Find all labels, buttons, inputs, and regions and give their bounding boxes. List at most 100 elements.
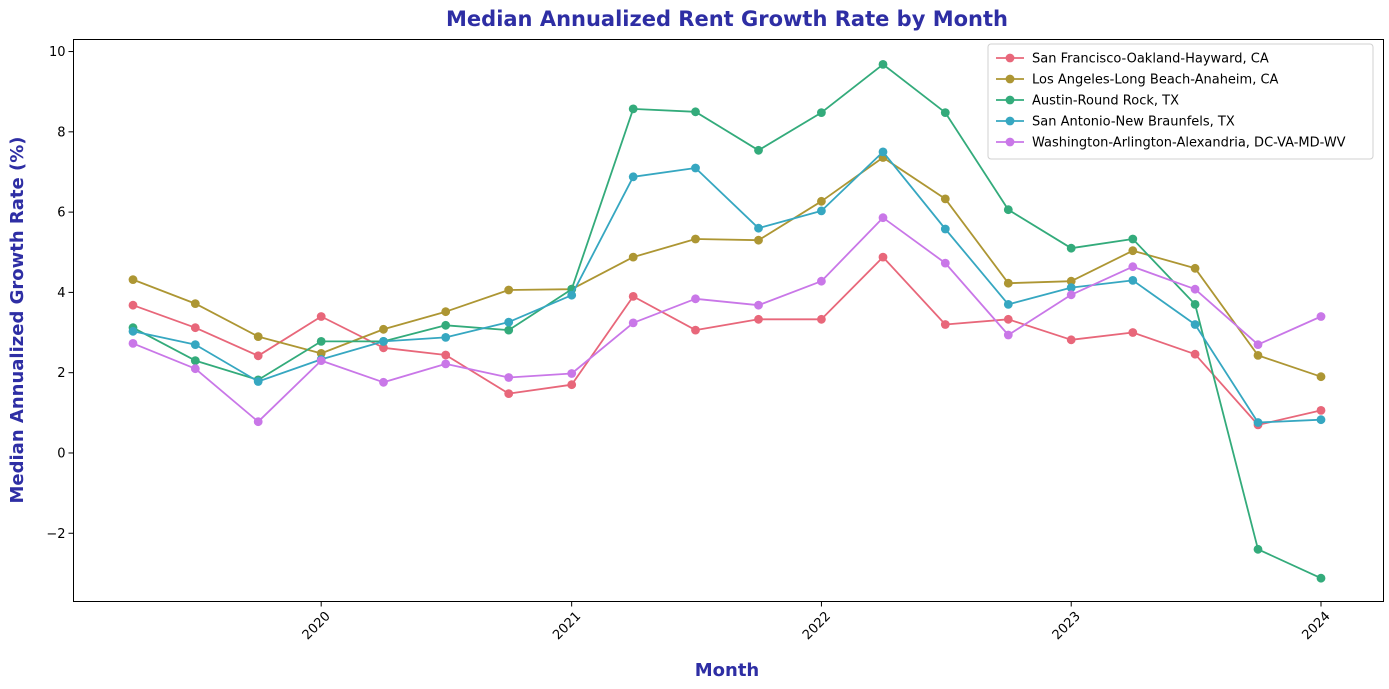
series-line bbox=[132, 150, 1322, 424]
data-point bbox=[691, 234, 700, 244]
data-point bbox=[878, 60, 888, 69]
data-point bbox=[878, 213, 888, 223]
data-point bbox=[940, 258, 950, 268]
data-point bbox=[128, 326, 138, 336]
data-point bbox=[504, 373, 514, 382]
data-point bbox=[1316, 312, 1326, 321]
data-point bbox=[316, 312, 326, 321]
x-tick-label: 2022 bbox=[800, 609, 834, 643]
x-tick-label: 2020 bbox=[300, 609, 334, 643]
data-point bbox=[878, 252, 888, 262]
data-point bbox=[441, 359, 451, 369]
data-point bbox=[1066, 290, 1076, 300]
data-point bbox=[441, 333, 451, 342]
series-1 bbox=[128, 252, 1326, 430]
data-point bbox=[691, 163, 700, 173]
legend-item: Los Angeles-Long Beach-Anaheim, CA bbox=[996, 73, 1279, 88]
data-point bbox=[628, 172, 638, 182]
data-point bbox=[253, 351, 263, 361]
data-point bbox=[190, 340, 200, 349]
data-point bbox=[316, 356, 326, 365]
y-axis: −2 0 2 4 6 8 10 bbox=[46, 45, 74, 542]
data-point bbox=[379, 337, 388, 346]
data-point bbox=[1003, 205, 1013, 215]
plot-area bbox=[73, 39, 1384, 602]
data-point bbox=[504, 389, 514, 398]
y-tick-label: 10 bbox=[49, 45, 66, 60]
data-point bbox=[691, 107, 700, 117]
data-point bbox=[754, 235, 763, 245]
data-point bbox=[1128, 328, 1138, 337]
x-tick-label: 2021 bbox=[550, 609, 584, 643]
data-point bbox=[379, 324, 388, 334]
series-4 bbox=[128, 147, 1326, 427]
data-point bbox=[1128, 234, 1138, 244]
data-point bbox=[128, 339, 138, 348]
legend-marker bbox=[1005, 137, 1015, 147]
data-point bbox=[817, 206, 826, 216]
data-point bbox=[1190, 320, 1200, 329]
data-point bbox=[691, 294, 700, 304]
data-point bbox=[190, 364, 200, 374]
data-point bbox=[754, 145, 763, 155]
data-point bbox=[1316, 415, 1326, 425]
legend: San Francisco-Oakland-Hayward, CA Los Ang… bbox=[987, 43, 1374, 160]
y-axis-label: Median Annualized Growth Rate (%) bbox=[7, 136, 28, 503]
series-line bbox=[132, 256, 1322, 426]
data-point bbox=[379, 377, 388, 387]
data-point bbox=[628, 104, 638, 114]
legend-label: San Antonio-New Braunfels, TX bbox=[1032, 115, 1235, 130]
data-point bbox=[754, 300, 763, 310]
legend-item: San Francisco-Oakland-Hayward, CA bbox=[996, 52, 1269, 67]
data-point bbox=[940, 108, 950, 117]
data-point bbox=[1066, 243, 1076, 253]
data-point bbox=[1190, 300, 1200, 309]
data-point bbox=[1316, 573, 1326, 583]
data-point bbox=[1128, 246, 1138, 256]
data-point bbox=[1128, 276, 1138, 285]
data-point bbox=[1066, 283, 1076, 292]
y-tick-label: −2 bbox=[46, 527, 65, 542]
data-point bbox=[1066, 276, 1076, 286]
y-tick-label: 2 bbox=[57, 366, 65, 381]
y-tick-label: 4 bbox=[57, 286, 65, 301]
x-tick-label: 2024 bbox=[1300, 609, 1334, 643]
legend-label: Austin-Round Rock, TX bbox=[1032, 94, 1179, 109]
data-point bbox=[567, 380, 577, 390]
data-point bbox=[1316, 372, 1326, 382]
data-point bbox=[878, 147, 888, 157]
data-point bbox=[1003, 314, 1013, 324]
legend-item: San Antonio-New Braunfels, TX bbox=[996, 115, 1235, 130]
data-point bbox=[1003, 330, 1013, 340]
legend-marker bbox=[1005, 53, 1015, 63]
data-point bbox=[1190, 349, 1200, 359]
data-point bbox=[504, 325, 514, 335]
legend-label: San Francisco-Oakland-Hayward, CA bbox=[1032, 52, 1269, 67]
data-point bbox=[128, 275, 138, 284]
data-point bbox=[817, 314, 826, 324]
series-layer bbox=[128, 60, 1326, 583]
data-point bbox=[379, 343, 388, 353]
y-tick-label: 8 bbox=[57, 125, 65, 140]
data-point bbox=[1003, 300, 1013, 309]
data-point bbox=[504, 317, 514, 327]
series-5 bbox=[128, 213, 1326, 427]
legend-label: Washington-Arlington-Alexandria, DC-VA-M… bbox=[1032, 136, 1346, 151]
data-point bbox=[628, 252, 638, 262]
data-point bbox=[190, 323, 200, 333]
data-point bbox=[441, 350, 451, 360]
data-point bbox=[940, 224, 950, 234]
data-point bbox=[1003, 278, 1013, 288]
data-point bbox=[1190, 263, 1200, 273]
legend-marker bbox=[1005, 116, 1015, 126]
data-point bbox=[1066, 335, 1076, 345]
legend-label: Los Angeles-Long Beach-Anaheim, CA bbox=[1032, 73, 1279, 88]
data-point bbox=[253, 417, 263, 427]
series-2 bbox=[128, 153, 1326, 382]
y-tick-label: 0 bbox=[57, 446, 65, 461]
legend-frame bbox=[987, 43, 1374, 160]
data-point bbox=[128, 300, 138, 310]
x-axis-label: Month bbox=[695, 660, 760, 681]
data-point bbox=[190, 299, 200, 308]
legend-marker bbox=[1005, 95, 1015, 105]
